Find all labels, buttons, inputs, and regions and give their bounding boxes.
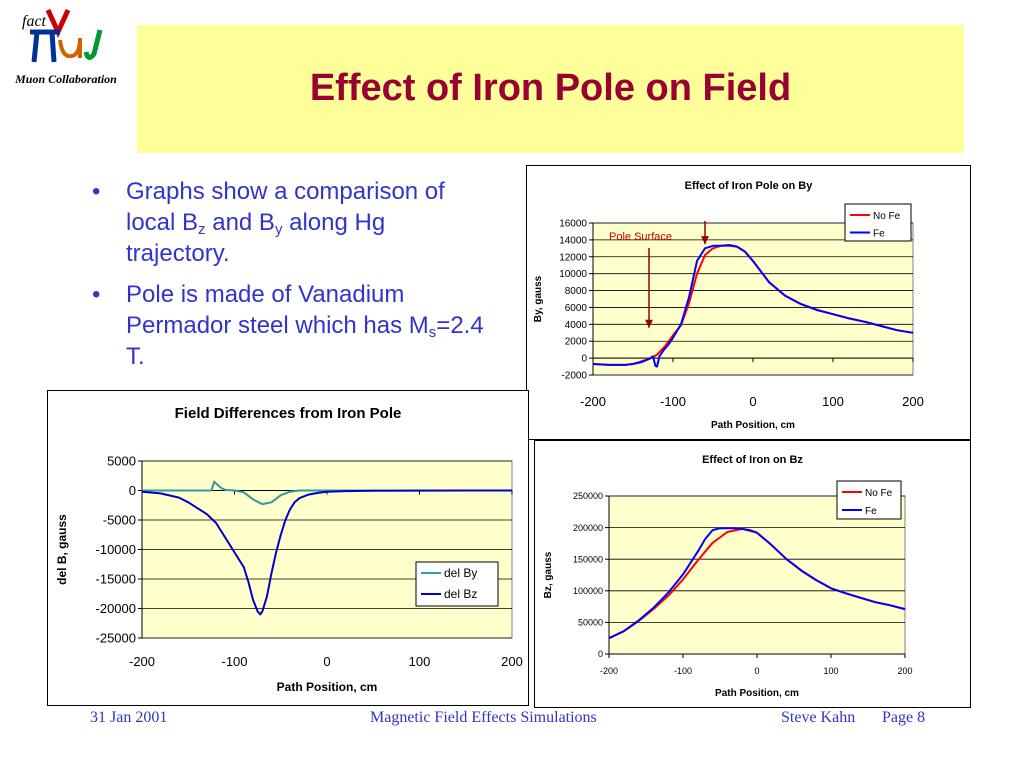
- x-tick-label: -200: [129, 654, 155, 669]
- legend-box: [844, 203, 912, 242]
- y-tick-label: -15000: [96, 572, 136, 587]
- legend-label: Fe: [865, 506, 877, 517]
- x-tick-label: 200: [902, 394, 924, 409]
- y-tick-label: 0: [598, 649, 603, 659]
- y-tick-label: 16000: [559, 219, 587, 230]
- y-tick-label: 8000: [565, 286, 588, 297]
- y-tick-label: 50000: [578, 618, 603, 628]
- chart-title: Effect of Iron on Bz: [702, 454, 803, 466]
- legend-label: del By: [444, 566, 477, 580]
- y-tick-label: 6000: [565, 303, 588, 314]
- bullet-item: • Pole is made of Vanadium Permador stee…: [92, 281, 484, 370]
- series-line-del-bz: [141, 489, 512, 616]
- bullet-list: • Graphs show a comparison of local Bz a…: [92, 176, 492, 382]
- chart-field-differences: Field Differences from Iron Pole 5000 0 -50…: [55, 405, 523, 694]
- x-tick-label: -200: [600, 666, 618, 676]
- logo-caption: Muon Collaboration: [15, 72, 117, 86]
- bullet-item: • Graphs show a comparison of local Bz a…: [92, 178, 445, 267]
- bullet-dot: •: [92, 178, 101, 205]
- footer-date: 31 Jan 2001: [90, 709, 168, 726]
- y-tick-label: 4000: [565, 320, 588, 331]
- annotation-arrow-head: [701, 236, 709, 245]
- y-axis-label: del B, gauss: [55, 514, 69, 585]
- y-axis-label: Bz, gauss: [543, 551, 554, 598]
- y-tick-label: 150000: [573, 554, 603, 564]
- x-tick-label: 100: [822, 394, 844, 409]
- footer-page: Page 8: [882, 709, 926, 726]
- footer-author: Steve Kahn: [781, 709, 856, 726]
- y-tick-label: 10000: [559, 269, 587, 280]
- annotation-pole-surface: Pole Surface: [609, 231, 672, 243]
- slide-title: Effect of Iron Pole on Field: [309, 67, 792, 109]
- y-tick-label: -20000: [96, 601, 136, 616]
- y-tick-label: 100000: [573, 586, 603, 596]
- logo-emblem: fact: [22, 8, 103, 63]
- x-tick-label: 100: [409, 654, 431, 669]
- x-tick-label: 100: [823, 666, 838, 676]
- legend-label: del Bz: [444, 587, 477, 601]
- series-line-fe: [608, 527, 906, 640]
- x-tick-label: 0: [323, 654, 330, 669]
- legend-label: No Fe: [865, 488, 893, 499]
- legend-label: Fe: [873, 229, 885, 240]
- legend-box: [836, 480, 902, 520]
- y-tick-label: 0: [581, 354, 587, 365]
- x-axis-label: Path Position, cm: [277, 680, 378, 694]
- chart-title: Effect of Iron Pole on By: [685, 180, 814, 192]
- x-axis-label: Path Position, cm: [711, 420, 795, 431]
- plot-area: [608, 495, 906, 655]
- muon-collaboration-logo: fact Muon Collaboration: [2, 6, 128, 92]
- y-tick-label: 12000: [559, 252, 587, 263]
- logo-nu-glyph: [45, 8, 71, 39]
- legend-box: [415, 561, 499, 607]
- y-tick-label: 5000: [107, 454, 136, 469]
- y-tick-label: -25000: [96, 631, 136, 646]
- y-tick-label: -5000: [103, 513, 136, 528]
- annotation-arrow-head: [645, 319, 653, 328]
- chart-title: Field Differences from Iron Pole: [175, 405, 402, 422]
- y-axis-label: By, gauss: [533, 275, 544, 322]
- chart-by-panel: Effect of Iron Pole on By -2000 0 2000 4000 6…: [526, 165, 971, 440]
- chart-by: Effect of Iron Pole on By-20000200040006…: [533, 180, 924, 431]
- x-tick-label: 0: [754, 666, 759, 676]
- y-tick-label: 0: [129, 483, 136, 498]
- y-tick-label: 200000: [573, 523, 603, 533]
- logo-fact-text: fact: [22, 13, 47, 30]
- x-tick-label: -100: [674, 666, 692, 676]
- y-tick-label: -10000: [96, 542, 136, 557]
- x-tick-label: -100: [221, 654, 247, 669]
- x-tick-label: 0: [749, 394, 756, 409]
- legend-label: No Fe: [873, 211, 901, 222]
- x-tick-label: 200: [501, 654, 523, 669]
- x-tick-label: -100: [660, 394, 686, 409]
- plot-area: [592, 222, 914, 376]
- footer-center-text: Magnetic Field Effects Simulations: [370, 709, 597, 726]
- bullet-dot: •: [92, 281, 101, 308]
- y-tick-label: 250000: [573, 491, 603, 501]
- x-tick-label: 200: [897, 666, 912, 676]
- series-line-fe: [592, 244, 914, 368]
- chart-bz-panel: Effect of Iron on Bz 0 50000 100000 150000 20…: [534, 440, 971, 708]
- y-tick-label: 14000: [559, 235, 587, 246]
- x-tick-label: -200: [580, 394, 606, 409]
- y-tick-label: 2000: [565, 337, 588, 348]
- logo-pi-glyph: [30, 29, 60, 63]
- chart-del-panel: Field Differences from Iron Pole 5000 0 -50…: [47, 390, 529, 706]
- y-tick-label: -2000: [561, 371, 587, 382]
- logo-mu-glyph: [58, 37, 82, 59]
- title-banner: Effect of Iron Pole on Field: [137, 25, 964, 153]
- chart-bz: Effect of Iron on Bz 0 50000 100000 150000 20…: [543, 454, 913, 699]
- x-axis-label: Path Position, cm: [715, 688, 799, 699]
- logo-l-glyph: [83, 29, 103, 60]
